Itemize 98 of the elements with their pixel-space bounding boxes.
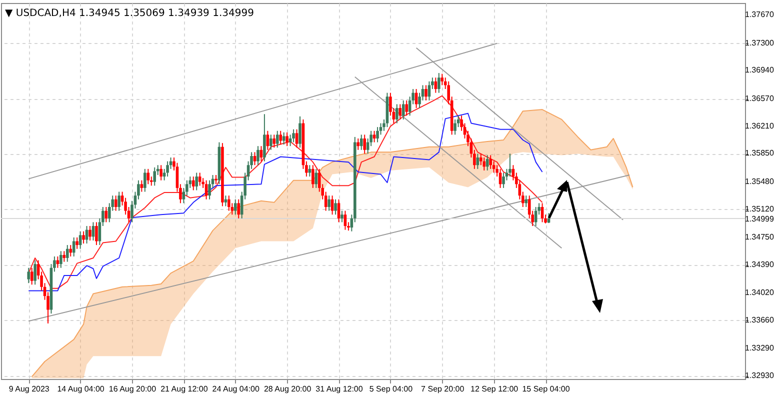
ref-line-label: 1.34999: [745, 214, 774, 224]
candlestick: [69, 244, 72, 257]
candlestick: [60, 250, 62, 268]
candlestick: [78, 230, 82, 250]
candlestick: [195, 172, 198, 191]
candlestick: [153, 166, 156, 186]
candlestick: [253, 152, 256, 166]
candlestick: [82, 230, 85, 244]
candlestick: [286, 132, 288, 147]
candlestick: [266, 130, 270, 150]
candlestick: [314, 168, 318, 188]
candlestick: [330, 195, 334, 216]
candlestick: [486, 154, 489, 171]
candlestick: [328, 195, 330, 212]
x-tick-label: 21 Aug 12:00: [160, 384, 208, 394]
y-tick-label: 1.35480: [745, 176, 774, 186]
candlestick: [398, 104, 402, 120]
candlestick: [402, 100, 405, 120]
candlestick: [337, 198, 340, 223]
y-tick-label: 1.36940: [745, 66, 774, 75]
y-tick-label: 1.33290: [745, 344, 774, 353]
candlestick: [454, 118, 456, 136]
y-tick-label: 1.33660: [745, 315, 774, 324]
y-tick-label: 1.32930: [745, 370, 774, 380]
y-tick-label: 1.35120: [745, 204, 774, 214]
candlestick: [27, 267, 30, 284]
x-tick-label: 12 Sep 12:00: [470, 384, 519, 394]
y-tick-label: 1.34020: [745, 288, 774, 297]
candlestick: [440, 73, 444, 86]
candlestick: [424, 84, 428, 101]
x-tick-label: 7 Sep 20:00: [421, 384, 465, 394]
candlestick: [256, 146, 260, 166]
candlestick: [204, 180, 208, 200]
candlestick: [363, 134, 366, 154]
y-tick-label: 1.35850: [745, 148, 774, 158]
candlestick: [192, 176, 195, 191]
candlestick: [279, 130, 282, 146]
x-tick-label: 28 Aug 20:00: [264, 384, 312, 394]
candlestick: [166, 160, 169, 178]
candlestick: [295, 128, 298, 148]
y-tick-label: 1.34390: [745, 260, 774, 269]
x-tick-label: 5 Sep 04:00: [369, 384, 414, 394]
y-tick-label: 1.37300: [745, 38, 774, 48]
candlestick: [282, 132, 286, 146]
candlestick: [405, 100, 408, 116]
chart-title: ▼ USDCAD,H4 1.34945 1.35069 1.34939 1.34999: [5, 8, 254, 19]
candlestick: [95, 222, 98, 246]
candlestick: [237, 198, 240, 219]
candlestick: [234, 198, 237, 216]
x-tick-label: 9 Aug 2023: [8, 384, 50, 394]
candlestick: [34, 260, 36, 286]
candlestick: [144, 168, 146, 192]
y-tick-label: 1.34750: [745, 232, 774, 242]
y-tick-label: 1.37670: [745, 10, 774, 20]
candlestick: [498, 168, 502, 188]
candlestick: [118, 191, 120, 212]
candlestick: [540, 202, 544, 223]
candlestick: [104, 206, 108, 223]
candlestick: [502, 172, 505, 188]
x-tick-label: 24 Aug 04:00: [212, 384, 260, 394]
candlestick: [272, 134, 276, 148]
candlestick: [198, 172, 202, 186]
candlestick: [508, 153, 512, 178]
candlestick: [334, 198, 337, 216]
candlestick: [356, 138, 360, 150]
candlestick: [66, 244, 69, 262]
candlestick: [72, 236, 76, 257]
candlestick: [30, 267, 34, 286]
candlestick: [76, 236, 78, 250]
candlestick: [160, 164, 162, 181]
candlestick: [524, 195, 528, 208]
candlestick: [360, 134, 363, 150]
candlestick: [372, 130, 376, 143]
candlestick: [344, 210, 347, 230]
candlestick: [140, 180, 144, 192]
candlestick: [482, 157, 486, 171]
x-tick-label: 16 Aug 20:00: [108, 384, 157, 394]
candlestick: [489, 154, 492, 170]
candlestick: [263, 114, 266, 162]
candlestick: [340, 210, 344, 223]
candlestick: [146, 168, 150, 185]
candlestick: [438, 72, 440, 94]
candlestick: [292, 128, 295, 143]
candlestick: [396, 104, 398, 124]
y-tick-label: 1.36570: [745, 94, 774, 103]
candlestick: [428, 80, 431, 101]
x-tick-label: 14 Aug 04:00: [57, 384, 105, 394]
x-tick-label: 15 Sep 04:00: [522, 384, 570, 394]
y-tick-label: 1.36210: [745, 121, 774, 130]
x-tick-label: 31 Aug 12:00: [316, 384, 364, 394]
candlestick: [276, 130, 279, 148]
candlestick: [270, 134, 272, 150]
candlestick: [312, 164, 314, 188]
candlestick: [376, 126, 379, 143]
candlestick: [228, 195, 230, 212]
candlestick: [88, 226, 92, 241]
candlestick: [298, 116, 302, 148]
candlestick: [214, 174, 218, 185]
